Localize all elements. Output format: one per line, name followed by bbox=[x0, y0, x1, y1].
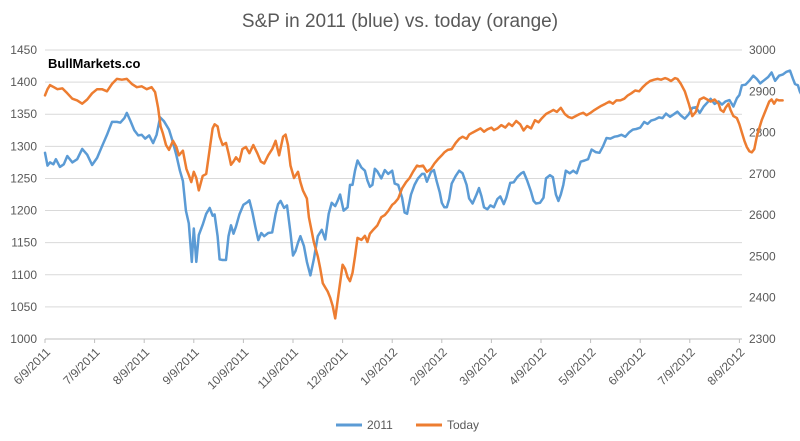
x-tick-label: 8/9/2012 bbox=[705, 345, 748, 388]
x-tick-label: 12/9/2011 bbox=[304, 345, 351, 392]
x-tick-label: 6/9/2012 bbox=[605, 345, 648, 388]
x-tick-label: 7/9/2012 bbox=[655, 345, 698, 388]
right-tick-label: 2700 bbox=[749, 167, 776, 181]
x-tick-label: 9/9/2011 bbox=[160, 345, 203, 388]
right-tick-label: 2900 bbox=[749, 84, 776, 98]
right-tick-label: 3000 bbox=[749, 43, 776, 57]
watermark-label: BullMarkets.co bbox=[48, 56, 141, 71]
x-tick-label: 7/9/2011 bbox=[60, 345, 103, 388]
series-line-today bbox=[43, 76, 784, 320]
x-tick-label: 8/9/2011 bbox=[110, 345, 153, 388]
x-tick-label: 10/9/2011 bbox=[204, 345, 251, 392]
left-tick-label: 1450 bbox=[10, 43, 37, 57]
right-tick-label: 2500 bbox=[749, 249, 776, 263]
x-axis: 6/9/2011 7/9/2011 8/9/2011 9/9/2011 10/9/201… bbox=[11, 339, 748, 392]
right-tick-label: 2400 bbox=[749, 291, 776, 305]
left-tick-label: 1300 bbox=[10, 139, 37, 153]
x-tick-label: 3/9/2012 bbox=[457, 345, 500, 388]
left-y-axis: 1450 1400 1350 1300 1250 1200 1150 1100 1050 1000 bbox=[10, 43, 37, 346]
left-tick-label: 1100 bbox=[11, 268, 37, 282]
x-tick-label: 2/9/2012 bbox=[407, 345, 450, 388]
right-y-axis: 3000 2900 2800 2700 2600 2500 2400 2300 bbox=[749, 43, 776, 346]
right-tick-label: 2300 bbox=[749, 332, 776, 346]
left-tick-label: 1000 bbox=[10, 332, 37, 346]
left-tick-label: 1150 bbox=[11, 236, 37, 250]
x-tick-label: 1/9/2012 bbox=[357, 345, 400, 388]
x-tick-label: 11/9/2011 bbox=[255, 345, 302, 392]
x-tick-label: 4/9/2012 bbox=[506, 345, 549, 388]
x-tick-label: 5/9/2012 bbox=[556, 345, 599, 388]
series-line-2011 bbox=[43, 69, 800, 277]
left-tick-label: 1400 bbox=[10, 75, 37, 89]
x-tick-label: 6/9/2011 bbox=[11, 345, 54, 388]
legend-label: Today bbox=[447, 418, 479, 432]
legend-label: 2011 bbox=[367, 418, 393, 432]
left-tick-label: 1250 bbox=[10, 171, 37, 185]
left-tick-label: 1350 bbox=[10, 107, 37, 121]
right-tick-label: 2600 bbox=[749, 208, 776, 222]
chart-title: S&P in 2011 (blue) vs. today (orange) bbox=[242, 11, 558, 32]
left-tick-label: 1200 bbox=[10, 204, 37, 218]
right-tick-label: 2800 bbox=[749, 126, 776, 140]
legend: 2011 Today bbox=[336, 418, 479, 432]
left-tick-label: 1050 bbox=[10, 300, 37, 314]
series-layer bbox=[43, 69, 800, 320]
